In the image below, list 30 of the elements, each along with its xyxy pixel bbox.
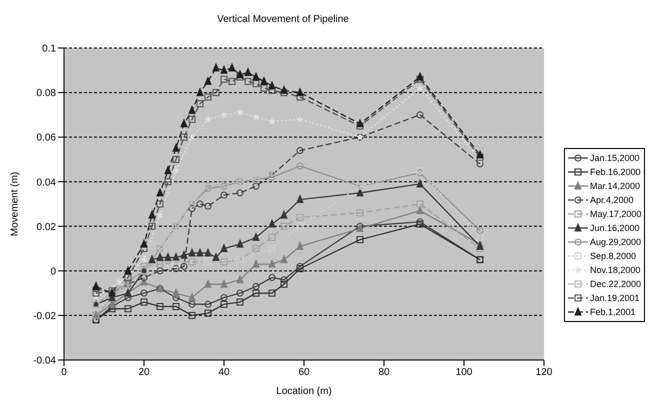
legend-label: Dec.22,2000 <box>590 279 642 289</box>
y-tick-label: 0.02 <box>36 222 56 233</box>
x-tick-label: 80 <box>378 367 390 378</box>
legend-label: Nov.18,2000 <box>590 265 640 275</box>
chart-title: Vertical Movement of Pipeline <box>216 14 350 25</box>
x-tick-label: 0 <box>61 367 68 378</box>
y-axis-title: Movement (m) <box>10 172 21 236</box>
legend-label: Jun.16,2000 <box>590 223 640 233</box>
legend-label: Sep.8,2000 <box>590 251 636 261</box>
y-tick-label: 0.08 <box>36 88 56 100</box>
x-tick-label: 40 <box>218 367 230 378</box>
y-tick-label: 0.06 <box>36 132 56 144</box>
legend-label: Jan.19,2001 <box>590 293 640 303</box>
x-tick-label: 20 <box>138 367 150 378</box>
x-tick-label: 100 <box>456 367 473 378</box>
y-tick-label: 0 <box>50 266 56 278</box>
x-tick-label: 60 <box>298 367 310 378</box>
x-tick-label: 120 <box>536 367 553 378</box>
legend-label: Apr.4,2000 <box>590 195 634 205</box>
legend-label: Feb.16,2000 <box>590 167 641 177</box>
legend-label: Mar.14,2000 <box>590 181 640 191</box>
y-tick-label: 0.1 <box>42 44 56 55</box>
y-tick-label: -0.02 <box>33 310 56 322</box>
legend-label: Jan.15,2000 <box>590 153 640 163</box>
y-tick-label: -0.04 <box>33 356 56 367</box>
y-tick-label: 0.04 <box>36 177 56 188</box>
legend-label: Aug.29,2000 <box>590 237 642 247</box>
legend-label: Feb.1,2001 <box>590 307 636 317</box>
x-axis-title: Location (m) <box>276 386 332 397</box>
legend-label: May.17,2000 <box>590 209 642 219</box>
